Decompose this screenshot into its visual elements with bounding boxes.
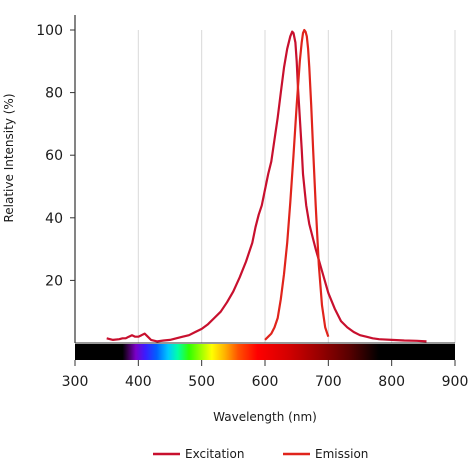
y-tick-label-40: 40 (45, 211, 63, 227)
x-tick-label-800: 800 (378, 374, 405, 390)
legend-item-excitation: Excitation (153, 447, 244, 461)
x-tick-label-500: 500 (188, 374, 215, 390)
x-tick-label-300: 300 (62, 374, 89, 390)
axes (70, 15, 455, 344)
legend-label-emission: Emission (315, 447, 368, 461)
y-axis-title: Relative Intensity (%) (2, 93, 16, 222)
spectrum-bar (75, 344, 455, 360)
x-tick-label-600: 600 (252, 374, 279, 390)
series (106, 28, 427, 343)
x-tick-label-900: 900 (442, 374, 469, 390)
x-tick-label-700: 700 (315, 374, 342, 390)
series-line-emission (264, 28, 330, 341)
legend-item-emission: Emission (283, 447, 368, 461)
x-tick-label-400: 400 (125, 374, 152, 390)
series-line-excitation (106, 30, 427, 343)
y-tick-label-100: 100 (36, 23, 63, 39)
y-tick-labels: 20 40 60 80 100 (36, 23, 63, 289)
spectrum-color-band (75, 344, 455, 360)
x-tick-labels: 300 400 500 600 700 800 900 (62, 360, 469, 390)
y-tick-label-20: 20 (45, 273, 63, 289)
legend-label-excitation: Excitation (185, 447, 244, 461)
y-tick-label-60: 60 (45, 148, 63, 164)
legend: Excitation Emission (153, 447, 368, 461)
y-tick-label-80: 80 (45, 86, 63, 102)
x-axis-title: Wavelength (nm) (213, 410, 317, 424)
